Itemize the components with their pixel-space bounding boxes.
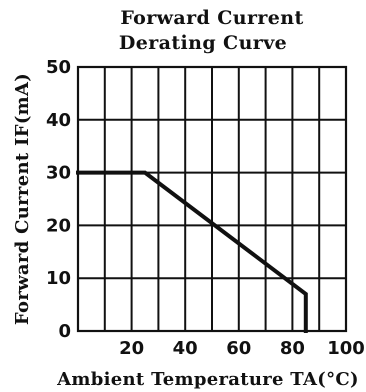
y-tick-labels: 0 10 20 30 40 50 (46, 57, 71, 342)
x-axis-label: Ambient Temperature TA(°C) (56, 369, 359, 390)
y-tick-label: 10 (46, 268, 71, 289)
x-tick-label: 60 (226, 338, 251, 359)
x-tick-label: 100 (327, 338, 365, 359)
y-tick-label: 0 (58, 321, 71, 342)
x-tick-label: 80 (280, 338, 305, 359)
y-tick-label: 30 (46, 163, 71, 184)
y-tick-label: 50 (46, 57, 71, 78)
curve-layer (76, 170, 308, 333)
derating-series-line (76, 170, 308, 333)
x-tick-label: 20 (119, 338, 144, 359)
y-tick-label: 20 (46, 215, 71, 236)
y-axis-label: Forward Current IF(mA) (12, 73, 33, 325)
x-tick-label: 40 (173, 338, 198, 359)
grid-layer (76, 65, 348, 333)
x-tick-labels: 20 40 60 80 100 (119, 338, 365, 359)
plot-frame (76, 65, 348, 333)
chart-title-line-1: Forward Current (120, 7, 303, 29)
y-tick-label: 40 (46, 110, 71, 131)
chart-title-line-2: Derating Curve (119, 32, 287, 54)
